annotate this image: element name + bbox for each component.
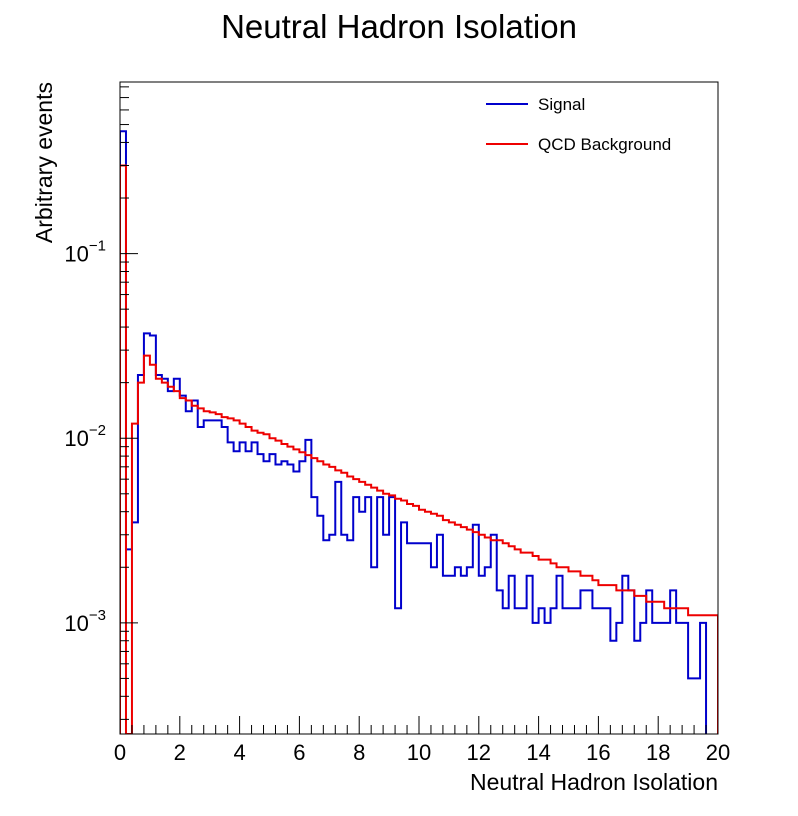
x-tick-label: 8: [353, 740, 365, 765]
y-tick-label: 10−1: [64, 238, 106, 267]
x-tick-label: 6: [293, 740, 305, 765]
legend: Signal QCD Background: [486, 95, 671, 154]
x-tick-label: 4: [233, 740, 245, 765]
y-axis-label: Arbitrary events: [31, 82, 57, 243]
x-tick-label: 10: [407, 740, 431, 765]
x-tick-label: 0: [114, 740, 126, 765]
y-tick-label: 10−3: [64, 607, 106, 636]
x-tick-label: 20: [706, 740, 730, 765]
plot-frame: [119, 81, 719, 735]
x-tick-label: 18: [646, 740, 670, 765]
x-tick-label: 12: [467, 740, 491, 765]
legend-label-qcd: QCD Background: [538, 135, 671, 154]
series-qcd-background-line: [120, 164, 718, 734]
x-tick-label: 14: [526, 740, 550, 765]
axis-ticks: 0 2 4 6 8 10 12 14 16 18 20 10−3 10−2 10−1: [64, 86, 730, 765]
x-tick-label: 2: [174, 740, 186, 765]
chart-title: Neutral Hadron Isolation: [221, 8, 577, 45]
y-tick-label: 10−2: [64, 422, 106, 451]
x-axis-label: Neutral Hadron Isolation: [470, 769, 718, 795]
series-layer: [120, 130, 718, 734]
series-signal-line: [120, 130, 718, 734]
x-tick-label: 16: [586, 740, 610, 765]
legend-label-signal: Signal: [538, 95, 585, 114]
